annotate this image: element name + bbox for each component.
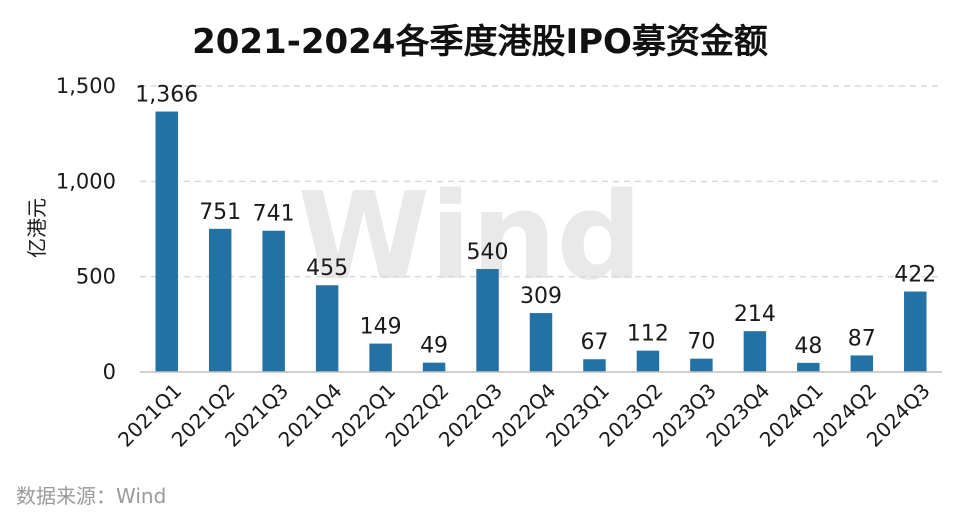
chart-title: 2021-2024各季度港股IPO募资金额 — [192, 22, 768, 62]
y-tick-label: 500 — [76, 265, 116, 289]
data-label: 1,366 — [135, 83, 198, 108]
y-tick-label: 1,000 — [56, 169, 116, 193]
bar — [529, 313, 553, 372]
bar — [797, 362, 820, 372]
bar — [690, 358, 713, 372]
data-label: 455 — [306, 256, 348, 281]
bar — [583, 359, 606, 372]
data-label: 309 — [520, 284, 562, 309]
bar — [262, 230, 285, 372]
bar — [208, 228, 232, 372]
y-tick-label: 1,500 — [56, 74, 116, 98]
bar — [636, 350, 660, 372]
bar — [476, 269, 499, 372]
data-label: 149 — [360, 315, 402, 340]
x-axis-ticks: 2021Q12021Q22021Q32021Q42022Q12022Q22022… — [113, 379, 935, 452]
data-label: 67 — [580, 330, 608, 355]
bar — [743, 331, 767, 372]
data-label: 214 — [734, 302, 776, 327]
data-label: 422 — [894, 263, 936, 288]
data-label: 540 — [467, 240, 509, 265]
data-label: 87 — [848, 326, 876, 351]
source-note: 数据来源：Wind — [16, 484, 167, 508]
data-label: 741 — [253, 202, 295, 227]
bar — [850, 355, 874, 372]
y-axis-title: 亿港元 — [25, 198, 49, 258]
bar — [369, 343, 392, 372]
data-label: 751 — [199, 200, 241, 225]
watermark-text: Wind — [298, 168, 643, 307]
bar — [155, 111, 178, 373]
bars — [155, 111, 927, 373]
y-tick-label: 0 — [103, 360, 116, 384]
data-label: 48 — [794, 334, 822, 359]
bar — [315, 285, 339, 372]
bar — [904, 291, 927, 372]
data-label: 70 — [687, 330, 715, 355]
data-labels: 1,366 751 741 455 149 49 540 309 67 112 70 214 48 87 4… — [135, 83, 936, 359]
y-axis-ticks: 0 500 1,000 1,500 — [56, 74, 116, 384]
bar — [422, 362, 446, 372]
data-label: 49 — [420, 334, 448, 359]
data-label: 112 — [627, 322, 669, 347]
